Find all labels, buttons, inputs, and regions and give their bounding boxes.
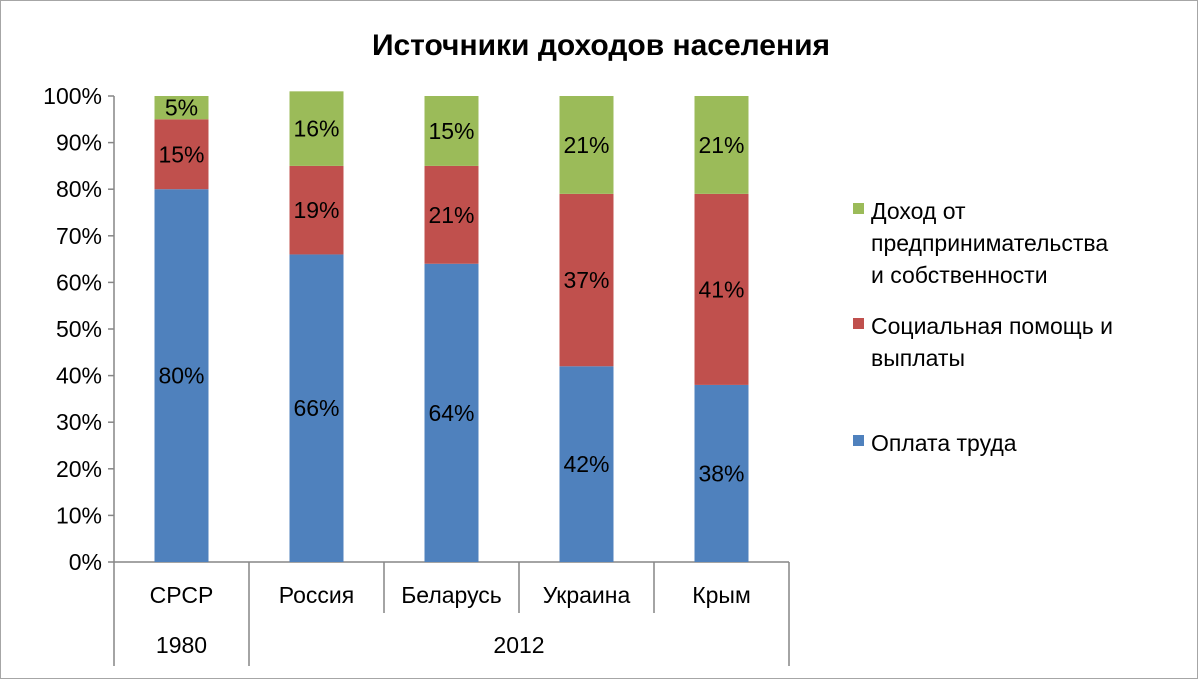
legend-label: Доход от	[871, 198, 966, 224]
x-category-label: Беларусь	[401, 582, 502, 608]
bar-segment	[154, 96, 209, 120]
bar-segment	[694, 384, 749, 562]
data-label: 21%	[428, 202, 474, 228]
chart-title: Источники доходов населения	[372, 29, 830, 62]
y-tick-label: 60%	[56, 269, 102, 295]
data-label: 15%	[428, 118, 474, 144]
data-label: 66%	[293, 395, 339, 421]
bar-segment	[694, 96, 749, 194]
y-tick-label: 50%	[56, 316, 102, 342]
data-label: 41%	[698, 276, 744, 302]
legend-label: Социальная помощь и	[871, 313, 1113, 339]
y-tick-label: 80%	[56, 176, 102, 202]
y-tick-label: 70%	[56, 223, 102, 249]
data-label: 64%	[428, 400, 474, 426]
y-tick-label: 0%	[69, 549, 102, 575]
legend-swatch	[853, 435, 864, 446]
bar-segment	[289, 91, 344, 166]
data-label: 16%	[293, 116, 339, 142]
legend-swatch	[853, 203, 864, 214]
bar-segment	[424, 165, 479, 264]
bar-segment	[559, 96, 614, 194]
axes: 0% 10% 20% 30% 40% 50% 60% 70% 80% 90% 100%	[43, 83, 790, 666]
x-group-label: 1980	[156, 632, 207, 658]
x-group-label: 2012	[493, 632, 544, 658]
x-category-label: Украина	[543, 582, 631, 608]
bar-segment	[424, 263, 479, 562]
data-label: 15%	[158, 141, 204, 167]
x-category-label: Крым	[692, 582, 751, 608]
data-label: 80%	[158, 363, 204, 389]
bar-segment	[289, 165, 344, 255]
legend: Доход от предпринимательства и собственнос…	[853, 198, 1113, 456]
bar-segment	[424, 96, 479, 166]
data-label: 21%	[563, 132, 609, 158]
bar-segment	[154, 189, 209, 562]
data-label: 42%	[563, 451, 609, 477]
data-label: 37%	[563, 267, 609, 293]
x-category-label: СРСР	[150, 582, 214, 608]
legend-label: предпринимательства	[871, 230, 1108, 256]
x-axis-labels: СРСР Россия Беларусь Украина Крым 1980 2012	[150, 582, 751, 658]
data-label: 5%	[165, 95, 198, 121]
bar-segment	[289, 254, 344, 562]
x-category-label: Россия	[279, 582, 354, 608]
data-label: 38%	[698, 460, 744, 486]
data-label: 21%	[698, 132, 744, 158]
y-tick-label: 10%	[56, 502, 102, 528]
bar-segment	[154, 119, 209, 190]
bars: 80% 15% 5% 66% 19% 16% 64% 21% 15% 42% 37% 21% 38% 41…	[154, 91, 749, 562]
y-tick-label: 30%	[56, 409, 102, 435]
data-label: 19%	[293, 197, 339, 223]
y-tick-label: 100%	[43, 83, 102, 109]
y-tick-label: 20%	[56, 456, 102, 482]
legend-label: и собственности	[871, 262, 1048, 288]
legend-label: выплаты	[871, 345, 965, 371]
bar-segment	[694, 193, 749, 385]
legend-label: Оплата труда	[871, 430, 1017, 456]
bar-segment	[559, 193, 614, 367]
legend-swatch	[853, 318, 864, 329]
bar-segment	[559, 366, 614, 562]
y-tick-label: 90%	[56, 130, 102, 156]
y-tick-label: 40%	[56, 363, 102, 389]
